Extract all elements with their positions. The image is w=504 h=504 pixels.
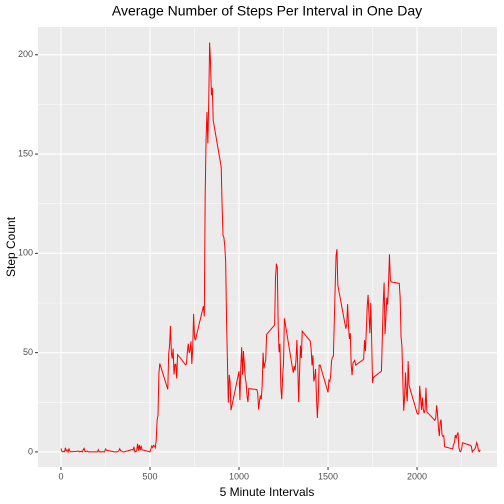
y-axis-label: Step Count xyxy=(4,216,18,277)
chart-title: Average Number of Steps Per Interval in … xyxy=(112,3,422,19)
y-tick-label: 150 xyxy=(18,148,33,158)
x-tick-label: 2000 xyxy=(407,471,427,481)
x-tick-label: 1000 xyxy=(229,471,249,481)
x-axis-label: 5 Minute Intervals xyxy=(220,485,315,499)
panel xyxy=(38,27,497,467)
x-tick-label: 0 xyxy=(58,471,63,481)
x-tick-label: 500 xyxy=(142,471,157,481)
y-tick-label: 200 xyxy=(18,49,33,59)
x-tick-label: 1500 xyxy=(318,471,338,481)
line xyxy=(60,42,481,454)
y-tick-label: 100 xyxy=(18,248,33,258)
y-tick-label: 50 xyxy=(23,347,33,357)
y-tick-label: 0 xyxy=(28,446,33,456)
